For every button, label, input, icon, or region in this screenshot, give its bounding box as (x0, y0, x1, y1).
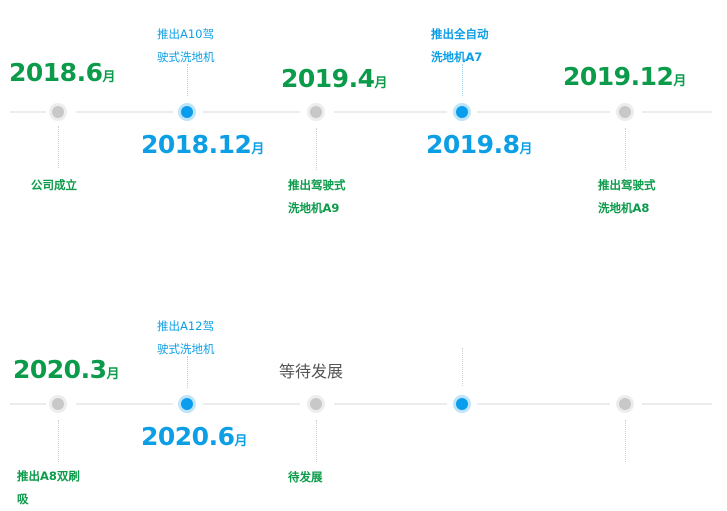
timeline-node[interactable] (49, 103, 67, 121)
milestone-desc: 推出驾驶式 洗地机A9 (288, 178, 346, 215)
timeline-node[interactable] (616, 395, 634, 413)
connector (462, 348, 463, 386)
milestone-date: 2019.4月 (281, 64, 388, 93)
milestone-desc: 公司成立 (31, 178, 77, 192)
timeline-line (642, 403, 712, 405)
timeline-line (642, 111, 712, 113)
timeline-node[interactable] (178, 395, 196, 413)
timeline-node[interactable] (307, 103, 325, 121)
connector (316, 128, 317, 170)
timeline-line (203, 403, 300, 405)
timeline-line (203, 111, 300, 113)
milestone-date: 2018.6月 (9, 58, 116, 87)
timeline-line (76, 111, 173, 113)
connector (58, 420, 59, 462)
timeline-node[interactable] (453, 103, 471, 121)
connector (625, 420, 626, 462)
connector (462, 64, 463, 96)
timeline-node[interactable] (307, 395, 325, 413)
milestone-date: 2020.6月 (141, 422, 248, 451)
timeline-line (334, 403, 447, 405)
milestone-date: 2020.3月 (13, 355, 120, 384)
milestone-desc: 推出A8双刷吸 (17, 469, 80, 506)
timeline-line (10, 403, 46, 405)
connector (58, 126, 59, 168)
connector (187, 64, 188, 96)
milestone-date: 2019.8月 (426, 130, 533, 159)
timeline-line (334, 111, 447, 113)
timeline-line (10, 111, 46, 113)
milestone-date: 2018.12月 (141, 130, 265, 159)
milestone-desc: 推出全自动 洗地机A7 (431, 27, 489, 64)
milestone-desc: 推出A10驾 驶式洗地机 (157, 27, 215, 64)
timeline-node[interactable] (616, 103, 634, 121)
connector (625, 128, 626, 170)
timeline-line (477, 403, 610, 405)
connector (187, 356, 188, 388)
milestone-desc: 待发展 (288, 470, 323, 484)
milestone-desc: 推出驾驶式 洗地机A8 (598, 178, 656, 215)
timeline-node[interactable] (178, 103, 196, 121)
timeline-line (477, 111, 610, 113)
connector (316, 420, 317, 462)
timeline-node[interactable] (49, 395, 67, 413)
milestone-date: 2019.12月 (563, 62, 687, 91)
milestone-title: 等待发展 (279, 362, 344, 381)
milestone-desc: 推出A12驾 驶式洗地机 (157, 319, 215, 356)
timeline-line (76, 403, 173, 405)
timeline-node[interactable] (453, 395, 471, 413)
